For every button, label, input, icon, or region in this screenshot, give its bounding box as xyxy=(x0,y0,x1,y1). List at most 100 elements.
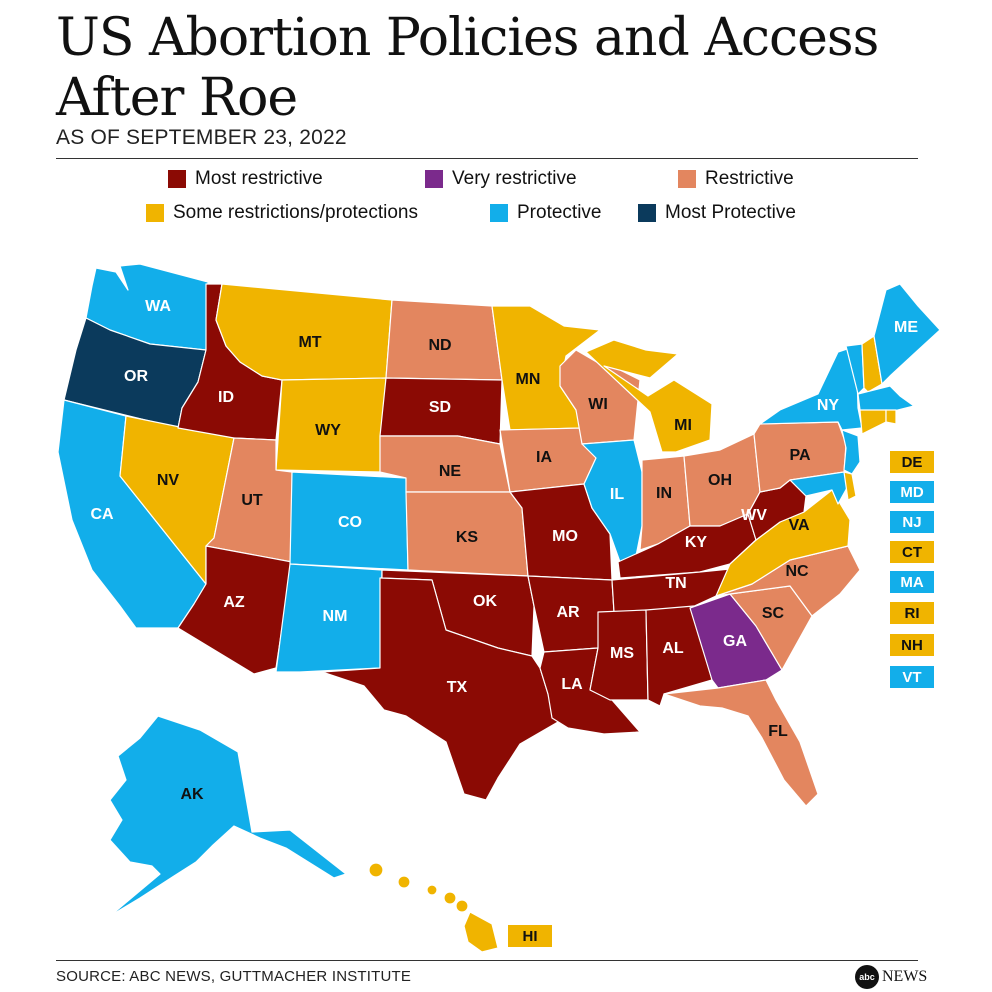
state-label: WY xyxy=(315,422,341,439)
state-label: WI xyxy=(588,396,608,413)
state-label: OK xyxy=(473,593,497,610)
state-label: TN xyxy=(665,575,686,592)
state-NJ[interactable] xyxy=(841,429,861,475)
state-label: AR xyxy=(556,604,580,621)
state-FL[interactable] xyxy=(663,679,819,807)
legend-item-very-restrictive: Very restrictive xyxy=(425,168,577,190)
state-label: OR xyxy=(124,368,148,385)
page-subtitle: AS OF SEPTEMBER 23, 2022 xyxy=(56,126,347,149)
state-label: NM xyxy=(323,608,348,625)
callout-NJ: NJ xyxy=(890,511,934,533)
abc-news-logo: abc NEWS xyxy=(855,965,927,989)
state-label: MT xyxy=(298,334,321,351)
legend-item-some-restrictions: Some restrictions/protections xyxy=(146,202,418,224)
callout-MA: MA xyxy=(890,571,934,593)
state-TX[interactable] xyxy=(321,577,559,801)
state-label: MO xyxy=(552,528,578,545)
state-NM[interactable] xyxy=(275,563,383,673)
state-label: NC xyxy=(785,563,809,580)
callout-NH: NH xyxy=(890,634,934,656)
state-label: NV xyxy=(157,472,180,489)
legend-swatch xyxy=(168,170,186,188)
legend-label: Protective xyxy=(517,202,602,223)
state-WI[interactable] xyxy=(559,349,641,445)
header-divider xyxy=(56,158,918,159)
legend: Most restrictive Very restrictive Restri… xyxy=(56,166,936,236)
state-HI[interactable] xyxy=(368,862,499,953)
state-RI[interactable] xyxy=(885,409,897,425)
callout-RI: RI xyxy=(890,602,934,624)
state-label: NY xyxy=(817,397,840,414)
legend-swatch xyxy=(638,204,656,222)
legend-swatch xyxy=(678,170,696,188)
state-label: VA xyxy=(788,517,809,534)
callout-VT: VT xyxy=(890,666,934,688)
callout-MD: MD xyxy=(890,481,934,503)
state-label: IL xyxy=(610,486,624,503)
legend-swatch xyxy=(425,170,443,188)
state-label: AL xyxy=(662,640,684,657)
state-label: ME xyxy=(894,319,918,336)
state-label: CA xyxy=(90,506,114,523)
state-label: WV xyxy=(741,507,767,524)
state-MI[interactable] xyxy=(585,339,713,453)
state-label: NE xyxy=(439,463,462,480)
state-NY[interactable] xyxy=(759,345,863,431)
callout-label: NJ xyxy=(902,513,922,531)
state-label: GA xyxy=(723,633,747,650)
callout-DE: DE xyxy=(890,451,934,473)
state-label: UT xyxy=(241,492,263,509)
footer-divider xyxy=(56,960,918,961)
callout-CT: CT xyxy=(890,541,934,563)
page-title: US Abortion Policies and Access After Ro… xyxy=(56,8,879,128)
state-label: CO xyxy=(338,514,362,531)
state-label: KS xyxy=(456,529,479,546)
callout-label: VT xyxy=(902,668,922,686)
legend-item-most-restrictive: Most restrictive xyxy=(168,168,323,190)
legend-label: Restrictive xyxy=(705,168,794,189)
abc-logo-mark: abc xyxy=(855,965,879,989)
state-NH[interactable] xyxy=(861,335,883,393)
state-label: MS xyxy=(610,645,634,662)
state-label: PA xyxy=(789,447,810,464)
legend-item-protective: Protective xyxy=(490,202,601,224)
state-AK[interactable] xyxy=(109,715,347,917)
state-label: ND xyxy=(428,337,451,354)
callout-label: NH xyxy=(901,636,923,654)
callout-label: MD xyxy=(900,483,924,501)
state-label: SC xyxy=(762,605,785,622)
source-note: SOURCE: ABC NEWS, GUTTMACHER INSTITUTE xyxy=(56,968,412,985)
state-label: FL xyxy=(768,723,788,740)
legend-item-most-protective: Most Protective xyxy=(638,202,796,224)
legend-swatch xyxy=(490,204,508,222)
callout-label: DE xyxy=(901,453,923,471)
abc-logo-text: NEWS xyxy=(882,968,928,985)
legend-label: Most Protective xyxy=(665,202,796,223)
state-label: IN xyxy=(656,485,672,502)
state-label: MN xyxy=(516,371,541,388)
legend-swatch xyxy=(146,204,164,222)
callout-HI: HI xyxy=(508,925,552,947)
state-label: TX xyxy=(447,679,468,696)
callout-label: CT xyxy=(902,543,922,561)
state-label: LA xyxy=(561,676,583,693)
state-label: MI xyxy=(674,417,692,434)
state-label: KY xyxy=(685,534,708,551)
legend-label: Very restrictive xyxy=(452,168,577,189)
callout-label: MA xyxy=(900,573,924,591)
callout-label: RI xyxy=(904,604,920,622)
state-label: AZ xyxy=(223,594,245,611)
legend-item-restrictive: Restrictive xyxy=(678,168,794,190)
state-ME[interactable] xyxy=(873,283,941,385)
state-label: AK xyxy=(180,786,204,803)
state-CT[interactable] xyxy=(859,409,887,435)
state-label: OH xyxy=(708,472,732,489)
legend-label: Most restrictive xyxy=(195,168,323,189)
legend-label: Some restrictions/protections xyxy=(173,202,418,223)
state-label: IA xyxy=(536,449,552,466)
state-label: WA xyxy=(145,298,171,315)
callout-label: HI xyxy=(522,927,538,945)
state-label: SD xyxy=(429,399,451,416)
state-DE[interactable] xyxy=(843,471,857,501)
